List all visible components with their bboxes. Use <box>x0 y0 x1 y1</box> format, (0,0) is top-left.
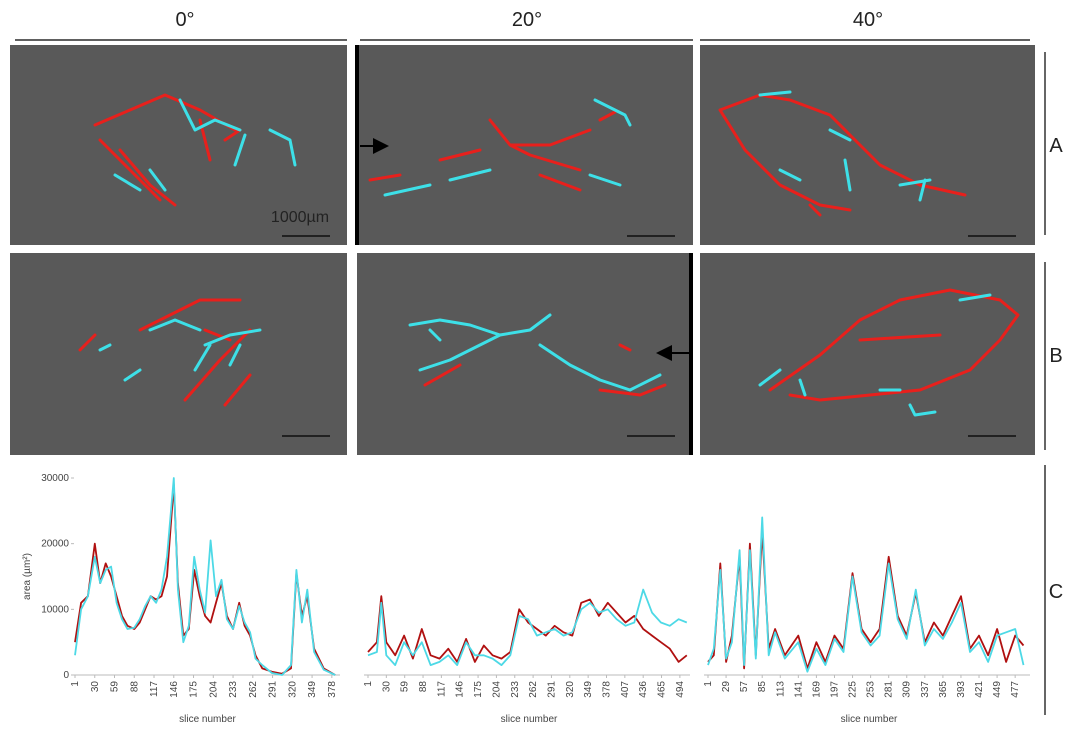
x-tick-label: 88 <box>418 681 429 693</box>
x-tick-label: 421 <box>974 681 985 698</box>
y-axis-label: area (µm²) <box>22 553 33 600</box>
x-tick-label: 175 <box>473 681 484 698</box>
y-tick-label: 30000 <box>41 473 69 484</box>
x-tick-label: 59 <box>400 681 411 693</box>
x-axis-label: slice number <box>501 714 558 725</box>
x-tick-label: 1 <box>703 681 714 687</box>
x-tick-label: 320 <box>565 681 576 698</box>
x-tick-label: 29 <box>721 681 732 693</box>
column-header: 20° <box>512 9 542 31</box>
x-tick-label: 57 <box>739 681 750 693</box>
x-tick-label: 281 <box>884 681 895 698</box>
scale-bar-label: 1000µm <box>271 209 329 226</box>
x-tick-label: 233 <box>510 681 521 698</box>
x-tick-label: 436 <box>638 681 649 698</box>
x-tick-label: 88 <box>129 681 140 693</box>
x-tick-label: 291 <box>546 681 557 698</box>
header-rules <box>15 39 1046 715</box>
x-tick-label: 175 <box>189 681 200 698</box>
x-tick-label: 141 <box>793 681 804 698</box>
x-tick-label: 204 <box>208 681 219 698</box>
x-tick-label: 225 <box>848 681 859 698</box>
x-tick-label: 262 <box>528 681 539 698</box>
y-tick-label: 20000 <box>41 539 69 550</box>
x-tick-label: 477 <box>1010 681 1021 698</box>
x-tick-label: 85 <box>757 681 768 693</box>
y-tick-label: 10000 <box>41 604 69 615</box>
image-panels <box>10 45 1035 455</box>
row-label: A <box>1049 135 1063 157</box>
x-tick-label: 365 <box>938 681 949 698</box>
x-tick-label: 337 <box>920 681 931 698</box>
x-tick-label: 30 <box>381 681 392 693</box>
x-tick-label: 262 <box>248 681 259 698</box>
x-tick-label: 146 <box>169 681 180 698</box>
series-line <box>74 477 336 676</box>
x-tick-label: 146 <box>455 681 466 698</box>
x-tick-label: 378 <box>601 681 612 698</box>
x-tick-label: 465 <box>657 681 668 698</box>
row-label: C <box>1049 581 1063 603</box>
x-tick-label: 494 <box>675 681 686 698</box>
x-tick-label: 309 <box>902 681 913 698</box>
x-tick-label: 59 <box>110 681 121 693</box>
y-tick-label: 0 <box>63 670 69 681</box>
x-tick-label: 1 <box>363 681 374 687</box>
series-line <box>367 588 688 666</box>
column-header: 0° <box>175 9 194 31</box>
x-tick-label: 197 <box>829 681 840 698</box>
x-tick-label: 407 <box>620 681 631 698</box>
x-tick-label: 393 <box>956 681 967 698</box>
x-tick-label: 349 <box>307 681 318 698</box>
x-tick-label: 378 <box>327 681 338 698</box>
x-tick-label: 233 <box>228 681 239 698</box>
x-tick-label: 113 <box>775 681 786 697</box>
x-tick-label: 349 <box>583 681 594 698</box>
x-tick-label: 449 <box>992 681 1003 698</box>
series-line <box>707 516 1025 673</box>
x-tick-label: 117 <box>149 681 160 697</box>
x-tick-label: 117 <box>436 681 447 697</box>
x-tick-label: 320 <box>287 681 298 698</box>
x-axis-label: slice number <box>179 714 236 725</box>
x-tick-label: 30 <box>90 681 101 693</box>
x-tick-label: 253 <box>866 681 877 698</box>
x-tick-label: 169 <box>811 681 822 698</box>
x-axis-label: slice number <box>841 714 898 725</box>
column-header: 40° <box>853 9 883 31</box>
x-tick-label: 291 <box>268 681 279 698</box>
x-tick-label: 1 <box>70 681 81 687</box>
x-tick-label: 204 <box>491 681 502 698</box>
row-label: B <box>1049 345 1062 367</box>
